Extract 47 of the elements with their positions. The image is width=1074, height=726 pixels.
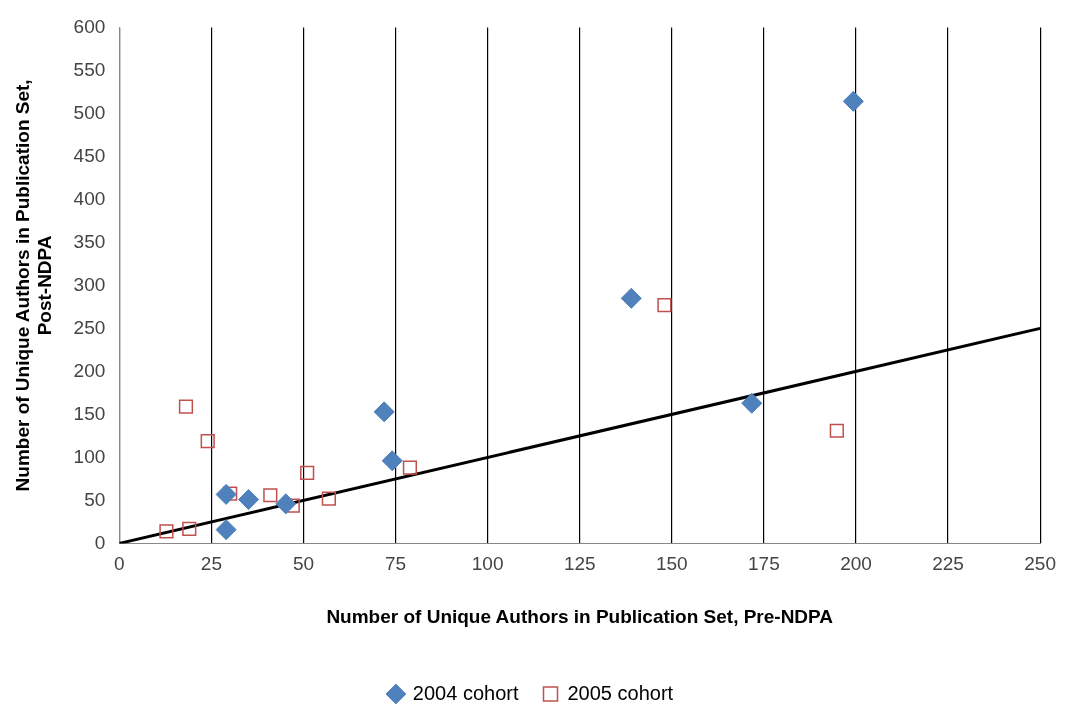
y-tick-label: 100 [73,445,106,467]
point [275,493,297,515]
y-tick-label: 0 [94,531,106,553]
y-tick-label: 200 [73,359,106,381]
y-tick-label: 300 [73,273,106,295]
y-tick-label: 400 [73,187,106,209]
x-tick-label: 75 [384,553,407,575]
y-tick-label: 600 [73,15,106,37]
x-tick-label: 175 [748,553,780,575]
y-tick-label: 150 [73,402,106,424]
point [178,399,194,414]
point [300,465,315,480]
y-tick-label: 550 [73,58,106,80]
point [402,460,418,475]
point [159,524,174,539]
point [215,519,237,541]
y-tick-label: 500 [73,101,106,123]
x-tick-label: 225 [932,553,964,575]
x-axis-title: Number of Unique Authors in Publication Set, Pre-NDPA [326,605,834,627]
y-tick-label: 450 [73,144,106,166]
point [238,489,260,511]
point [373,401,395,423]
point [200,433,215,449]
x-tick-label: 0 [114,553,125,575]
x-tick-label: 150 [655,553,688,575]
x-tick-label: 25 [200,553,222,575]
legend-label: 2004 cohort [412,681,519,704]
x-tick-label: 250 [1024,553,1056,575]
point [829,423,844,438]
point [215,483,237,505]
point [741,392,763,414]
x-tick-label: 200 [840,553,872,575]
x-tick-label: 100 [471,553,504,575]
point [381,450,403,472]
point [263,488,278,503]
y-axis-title: Number of Unique Authors in Publication Set, Post-NDPA [11,79,56,492]
x-tick-label: 50 [292,553,315,575]
point [657,298,672,313]
legend-label: 2005 cohort [567,681,674,704]
y-tick-label: 350 [73,230,106,252]
point [321,491,336,506]
y-tick-label: 250 [73,316,106,338]
point [182,521,197,536]
point [842,90,864,112]
y-tick-label: 50 [84,488,106,510]
x-tick-label: 125 [563,553,596,575]
point [620,287,642,309]
